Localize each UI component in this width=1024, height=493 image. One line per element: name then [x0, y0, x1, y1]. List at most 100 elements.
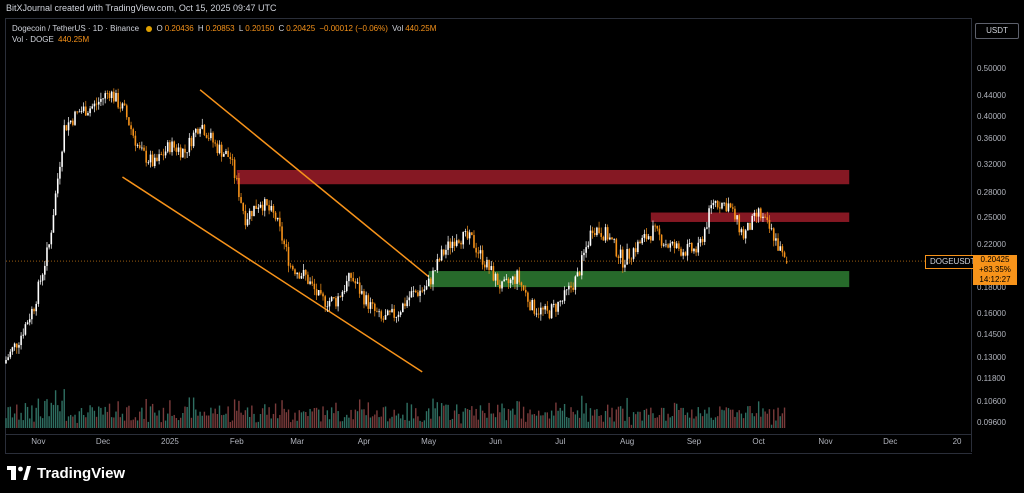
volume-bar — [184, 406, 186, 428]
volume-bar — [408, 420, 410, 428]
price-tick-label: 0.11800 — [977, 374, 1006, 384]
channel-line-1 — [122, 176, 423, 373]
candle-body — [31, 308, 33, 320]
candle-body — [248, 210, 251, 220]
candle-body — [151, 154, 154, 167]
candle-body — [300, 276, 303, 279]
volume-bar — [460, 423, 462, 428]
candle-body — [84, 106, 87, 116]
volume-bar — [229, 421, 231, 428]
candle-body — [688, 242, 691, 245]
price-axis[interactable]: 0.50000 0.44000 0.40000 0.36000 0.32000 0.280… — [971, 18, 1024, 452]
volume-bar — [361, 409, 363, 428]
volume-bar — [139, 411, 141, 428]
candle-body — [28, 319, 31, 323]
volume-bar — [406, 402, 408, 428]
candle-body — [285, 244, 288, 247]
time-axis[interactable] — [5, 434, 971, 453]
volume-bar — [438, 416, 441, 428]
candle-body — [173, 141, 176, 148]
symbol-title[interactable]: Dogecoin / TetherUS · 1D · Binance — [12, 24, 140, 33]
volume-bar — [568, 417, 570, 428]
price-tick-label: 0.09600 — [977, 418, 1006, 428]
volume-bar — [35, 407, 37, 428]
candle-body — [762, 216, 764, 219]
volume-bar — [632, 412, 635, 428]
candle-body — [317, 290, 320, 296]
candle-body — [289, 265, 292, 267]
time-tick-label: Nov — [818, 437, 833, 446]
candle-body — [596, 227, 598, 236]
volume-bar — [768, 409, 771, 428]
volume-bar — [348, 417, 350, 428]
volume-bar — [783, 407, 786, 428]
volume-bar — [773, 409, 775, 428]
volume-bar — [136, 420, 139, 428]
volume-bar — [173, 414, 175, 428]
volume-indicator-label[interactable]: Vol · DOGE — [12, 35, 54, 44]
volume-bar — [384, 406, 387, 428]
volume-bar — [85, 417, 87, 428]
candle-body — [460, 242, 462, 245]
candle-body — [552, 304, 555, 305]
volume-bar — [695, 416, 697, 428]
volume-bar — [734, 416, 736, 428]
currency-button[interactable]: USDT — [975, 23, 1019, 39]
volume-bar — [402, 414, 404, 428]
candle-body — [156, 157, 158, 161]
volume-bar — [121, 413, 124, 428]
candle-body — [220, 144, 223, 157]
candle-body — [772, 228, 775, 241]
candle-body — [678, 243, 680, 249]
volume-bar — [596, 409, 598, 428]
volume-bar — [188, 397, 191, 428]
candle-body — [333, 297, 335, 299]
volume-bar — [535, 415, 538, 428]
candle-body — [270, 205, 273, 211]
candle-body — [384, 314, 387, 320]
candle-body — [598, 227, 600, 234]
candle-body — [201, 124, 204, 129]
tradingview-logo[interactable]: TradingView — [7, 463, 125, 483]
volume-bar — [516, 401, 518, 428]
volume-bar — [223, 414, 225, 428]
volume-bar — [26, 406, 29, 428]
volume-bar — [98, 406, 100, 428]
candle-body — [44, 265, 46, 275]
volume-bar — [501, 403, 503, 428]
volume-bar — [764, 411, 766, 428]
candle-body — [369, 302, 372, 309]
candle-body — [91, 106, 94, 109]
volume-bar — [619, 406, 622, 428]
candle-body — [555, 304, 557, 312]
candle-body — [225, 150, 227, 155]
volume-bar — [292, 419, 294, 428]
candle-body — [781, 246, 784, 253]
volume-bar — [540, 415, 542, 428]
volume-bar — [31, 405, 33, 428]
volume-bar — [238, 400, 240, 428]
volume-bar — [740, 413, 743, 428]
volume-bar — [727, 408, 730, 428]
volume-bar — [525, 421, 527, 428]
candle-body — [143, 147, 145, 151]
volume-bar — [119, 417, 121, 428]
volume-bar — [203, 411, 206, 428]
volume-bar — [693, 418, 695, 428]
volume-bar — [637, 411, 639, 428]
candle-body — [716, 200, 719, 208]
volume-bar — [162, 407, 165, 428]
volume-bar — [281, 400, 283, 428]
candle-body — [572, 287, 574, 290]
candle-body — [322, 293, 324, 297]
volume-bar — [231, 420, 234, 428]
volume-bar — [179, 417, 182, 428]
volume-bar — [210, 407, 212, 428]
volume-bar — [602, 421, 605, 428]
volume-bar — [494, 417, 497, 428]
candle-body — [365, 295, 367, 305]
volume-bar — [600, 415, 602, 428]
volume-bar — [421, 421, 423, 428]
candle-body — [684, 252, 687, 256]
